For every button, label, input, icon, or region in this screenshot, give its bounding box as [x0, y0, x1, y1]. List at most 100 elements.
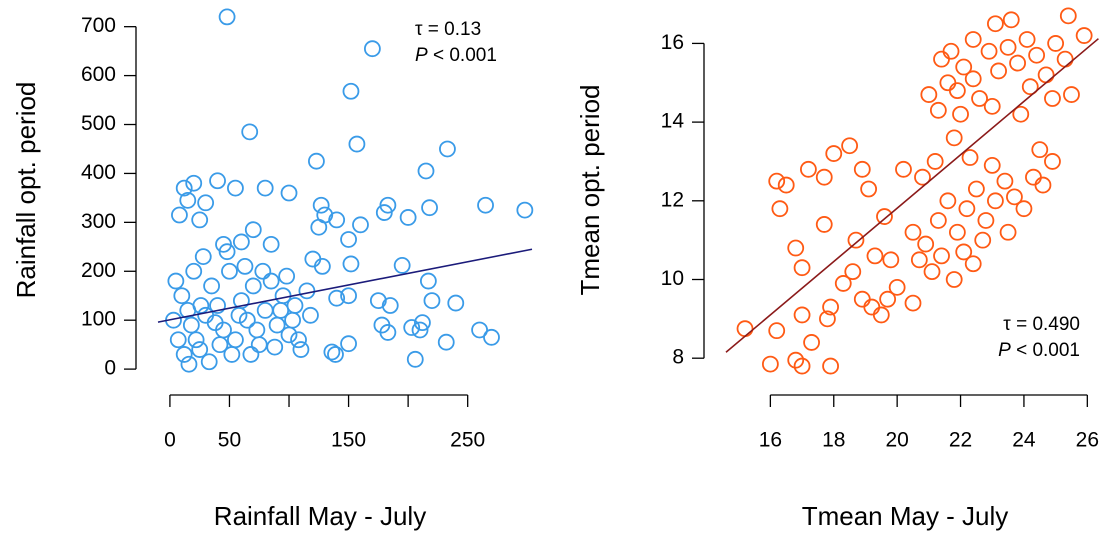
point	[904, 294, 922, 312]
point	[483, 328, 500, 346]
point	[945, 271, 963, 288]
point	[180, 355, 198, 373]
point	[860, 180, 878, 198]
point	[290, 331, 307, 349]
point	[983, 156, 1001, 174]
tau-annotation: τ = 0.490	[1003, 314, 1080, 335]
point	[987, 15, 1004, 33]
point	[223, 346, 241, 363]
point	[1002, 11, 1020, 29]
point	[379, 324, 397, 341]
point	[1044, 90, 1061, 107]
point	[879, 290, 897, 308]
point	[327, 346, 344, 363]
point	[1018, 31, 1036, 48]
point	[910, 251, 928, 269]
point	[926, 153, 944, 170]
point	[182, 316, 200, 334]
point	[923, 263, 941, 281]
point	[439, 140, 456, 158]
p-annotation: P < 0.001	[998, 340, 1080, 361]
point	[819, 310, 836, 328]
point	[173, 287, 191, 305]
point	[302, 306, 319, 324]
y-tick-label: 100	[81, 308, 116, 331]
point	[955, 58, 973, 76]
point	[793, 357, 811, 375]
point	[256, 302, 274, 319]
point	[872, 306, 890, 324]
point	[191, 211, 209, 229]
point	[313, 257, 331, 275]
point	[328, 211, 346, 229]
point	[863, 298, 881, 316]
point	[227, 179, 244, 197]
point	[209, 172, 226, 190]
y-tick-label: 10	[661, 267, 684, 290]
point	[1025, 168, 1042, 186]
point	[256, 179, 274, 197]
point	[328, 289, 346, 307]
point	[920, 86, 938, 103]
point	[312, 196, 330, 214]
y-tick-label: 300	[81, 210, 116, 233]
point	[834, 275, 852, 292]
trend-line	[157, 248, 533, 323]
point	[987, 192, 1004, 210]
point	[853, 290, 871, 308]
point	[929, 212, 947, 229]
point	[948, 223, 966, 241]
point	[736, 320, 754, 338]
point	[787, 351, 805, 369]
x-tick-label: 26	[1076, 429, 1099, 452]
point	[323, 343, 341, 361]
point	[971, 90, 988, 107]
point	[1063, 86, 1080, 103]
point	[933, 247, 950, 265]
point	[406, 350, 424, 368]
point	[761, 355, 779, 373]
p-value: < 0.001	[433, 45, 497, 66]
p-annotation: P < 0.001	[415, 45, 497, 66]
point	[844, 263, 862, 281]
point	[221, 262, 238, 280]
point	[771, 200, 789, 218]
point	[167, 272, 185, 290]
point	[888, 278, 906, 296]
tau-annotation: τ = 0.13	[415, 19, 481, 40]
point	[250, 336, 268, 354]
point	[244, 277, 262, 295]
point	[175, 179, 193, 197]
x-tick-label: 0	[164, 429, 176, 452]
point	[363, 40, 381, 58]
point	[194, 248, 212, 265]
point	[803, 334, 820, 351]
point	[822, 298, 839, 316]
point	[477, 196, 494, 214]
point	[278, 267, 296, 285]
point	[1037, 66, 1055, 84]
point	[768, 322, 786, 340]
point	[980, 42, 998, 60]
point	[340, 335, 357, 353]
point	[876, 208, 893, 225]
point	[238, 311, 256, 329]
point	[200, 353, 218, 371]
point	[171, 206, 188, 224]
point	[421, 199, 438, 217]
p-symbol: P	[415, 45, 428, 66]
point	[1044, 153, 1061, 170]
point	[179, 191, 197, 209]
point	[280, 326, 298, 344]
point	[1059, 7, 1077, 25]
point	[419, 272, 437, 290]
point	[793, 306, 811, 324]
point	[192, 297, 210, 314]
point	[175, 346, 193, 363]
point	[974, 231, 992, 249]
point	[958, 200, 976, 218]
point	[187, 331, 205, 349]
point	[787, 239, 805, 257]
trend-line	[725, 38, 1099, 353]
point	[853, 160, 871, 178]
